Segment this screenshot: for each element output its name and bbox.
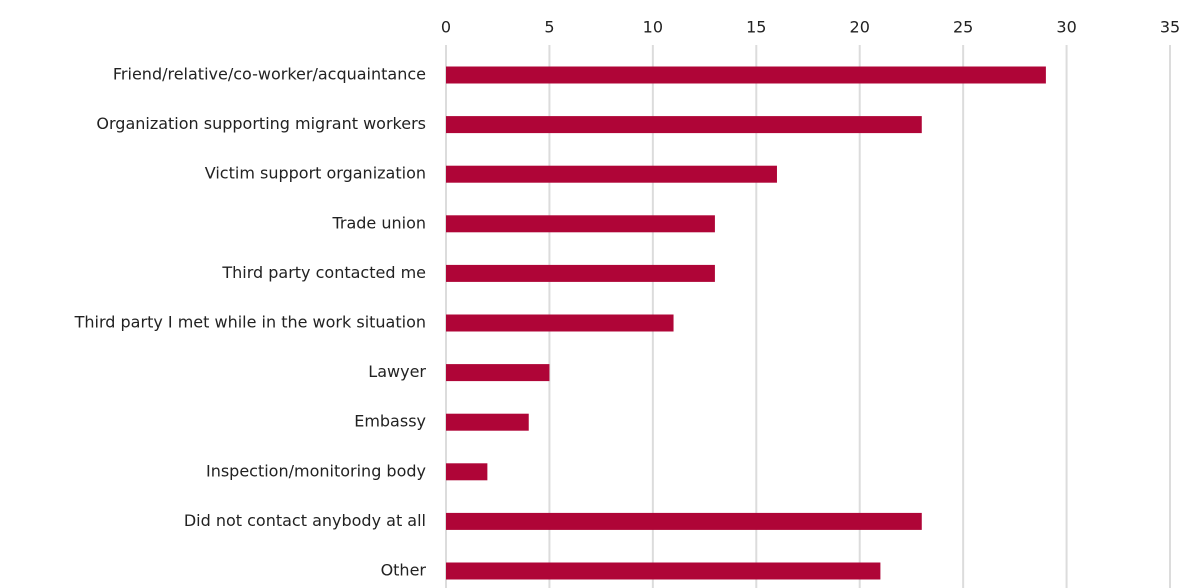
x-tick-label: 25 xyxy=(953,18,973,37)
x-tick-label: 30 xyxy=(1056,18,1076,37)
bar xyxy=(446,364,550,382)
y-tick-label: Inspection/monitoring body xyxy=(206,461,426,480)
bar xyxy=(446,264,715,282)
x-tick-label: 0 xyxy=(441,18,451,37)
bar xyxy=(446,314,674,332)
y-tick-label: Did not contact anybody at all xyxy=(184,511,426,530)
y-tick-label: Third party I met while in the work situ… xyxy=(74,313,426,332)
y-tick-label: Trade union xyxy=(331,213,426,232)
y-tick-label: Victim support organization xyxy=(205,164,426,183)
x-tick-label: 5 xyxy=(544,18,554,37)
bar xyxy=(446,165,777,183)
x-tick-label: 35 xyxy=(1160,18,1180,37)
x-tick-label: 10 xyxy=(643,18,663,37)
bar xyxy=(446,215,715,233)
bar xyxy=(446,562,881,580)
y-tick-label: Lawyer xyxy=(368,362,426,381)
y-tick-label: Friend/relative/co-worker/acquaintance xyxy=(113,65,426,84)
bar xyxy=(446,66,1046,84)
bar xyxy=(446,116,922,134)
bar xyxy=(446,413,529,431)
x-tick-label: 20 xyxy=(850,18,870,37)
y-tick-label: Other xyxy=(381,561,427,580)
y-tick-label: Embassy xyxy=(354,412,426,431)
x-tick-label: 15 xyxy=(746,18,766,37)
bar xyxy=(446,512,922,530)
y-tick-label: Organization supporting migrant workers xyxy=(96,114,426,133)
bar xyxy=(446,463,488,481)
y-tick-label: Third party contacted me xyxy=(221,263,426,282)
